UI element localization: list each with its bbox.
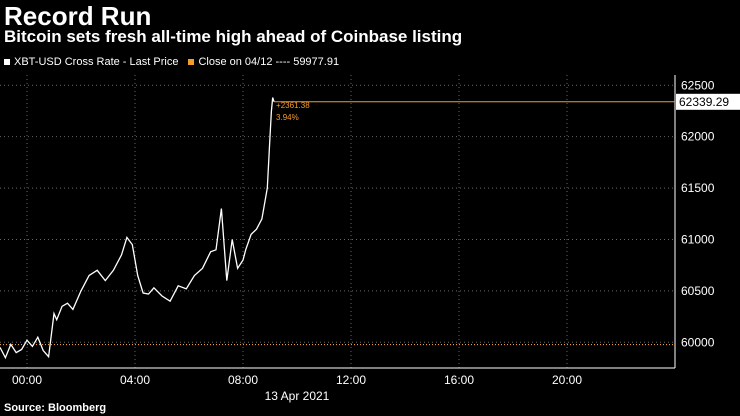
grid: [0, 75, 675, 368]
legend-item-last-price: XBT-USD Cross Rate - Last Price: [4, 56, 178, 68]
price-series-line: [0, 97, 275, 360]
axes: [0, 75, 676, 369]
y-tick-label: 62500: [681, 78, 715, 92]
series-layer: [0, 97, 675, 360]
x-tick-label: 08:00: [228, 373, 258, 387]
legend-item-close: Close on 04/12 ---- 59977.91: [188, 56, 339, 68]
y-tick-label: 60500: [681, 284, 715, 298]
y-tick-label: 61500: [681, 181, 715, 195]
chart-subtitle: Bitcoin sets fresh all-time high ahead o…: [4, 27, 463, 46]
change-annotation: +2361.38: [276, 101, 310, 110]
chart-title: Record Run: [4, 1, 152, 31]
legend-swatch-close: [188, 59, 195, 65]
x-tick-label: 20:00: [552, 373, 582, 387]
x-tick-label: 12:00: [336, 373, 366, 387]
y-tick-label: 62000: [681, 130, 715, 144]
percent-annotation: 3.94%: [276, 113, 299, 122]
y-tick-label: 60000: [681, 335, 715, 349]
legend-label-last-price: XBT-USD Cross Rate - Last Price: [14, 56, 179, 68]
x-tick-label: 16:00: [444, 373, 474, 387]
last-price-box: [676, 93, 740, 110]
x-tick-label: 00:00: [12, 373, 42, 387]
y-tick-label: 61000: [681, 232, 715, 246]
x-axis-label: 13 Apr 2021: [265, 389, 330, 403]
legend: XBT-USD Cross Rate - Last Price Close on…: [4, 55, 349, 69]
labels-layer: 60000 60500 61000 61500 62000 62500 00:00 04:00…: [12, 78, 740, 403]
last-price-label: 62339.29: [679, 95, 729, 109]
legend-swatch-last-price: [4, 59, 10, 65]
legend-label-close: Close on 04/12 ---- 59977.91: [198, 56, 340, 68]
source-note: Source: Bloomberg: [4, 402, 107, 414]
x-tick-label: 04:00: [120, 373, 150, 387]
